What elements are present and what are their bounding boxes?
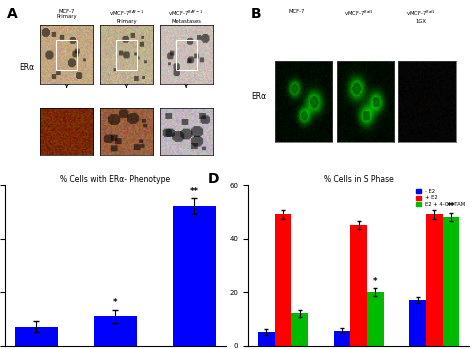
Text: *: *	[113, 298, 118, 307]
Text: *: *	[373, 277, 378, 286]
Bar	[173, 207, 216, 346]
Text: D: D	[208, 172, 220, 186]
Text: **: **	[447, 202, 456, 211]
Text: vMCF-7$^{Raf1}$: vMCF-7$^{Raf1}$	[344, 8, 374, 18]
Text: **: **	[190, 187, 199, 196]
Text: vMCF-7$^{RAF-1}$
Metastases: vMCF-7$^{RAF-1}$ Metastases	[168, 8, 204, 24]
Text: ERα: ERα	[19, 63, 35, 72]
Text: B: B	[250, 7, 261, 21]
Bar	[275, 215, 292, 346]
Text: MCF-7: MCF-7	[289, 8, 305, 14]
Bar	[426, 215, 443, 346]
Text: MCF-7
Primary: MCF-7 Primary	[56, 8, 77, 19]
Bar	[334, 331, 350, 346]
Title: % Cells in S Phase: % Cells in S Phase	[324, 175, 393, 184]
Text: vMCF-7$^{Raf1}$
1GX: vMCF-7$^{Raf1}$ 1GX	[406, 8, 436, 24]
Bar	[443, 217, 459, 346]
Text: A: A	[7, 7, 18, 21]
Bar	[258, 332, 275, 346]
Bar	[367, 292, 383, 346]
Text: ERα: ERα	[252, 92, 267, 101]
Text: vMCF-7$^{RAF-1}$
Primary: vMCF-7$^{RAF-1}$ Primary	[109, 8, 144, 24]
Bar	[94, 316, 137, 346]
Bar	[15, 327, 58, 346]
Bar	[292, 313, 308, 346]
Bar	[410, 300, 426, 346]
Bar	[350, 225, 367, 346]
Title: % Cells with ERα- Phenotype: % Cells with ERα- Phenotype	[60, 175, 170, 184]
Legend: - E2, + E2, E2 + 4-OH TAM: - E2, + E2, E2 + 4-OH TAM	[415, 188, 466, 208]
